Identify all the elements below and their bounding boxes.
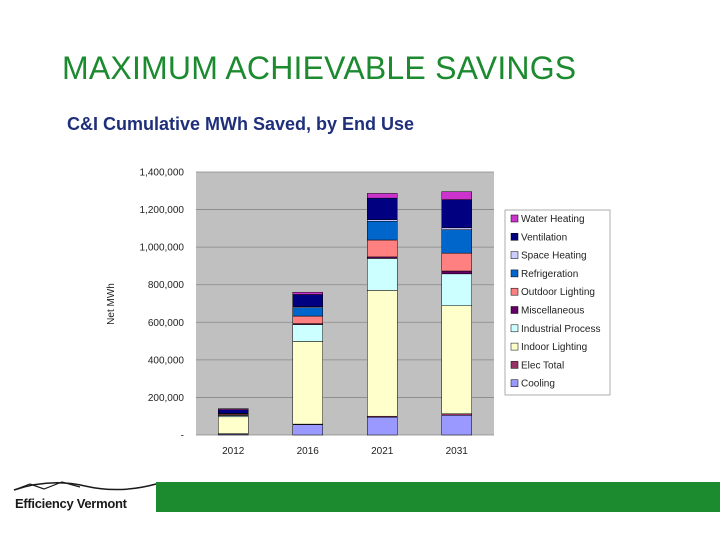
bar-segment xyxy=(441,252,472,272)
bar-segment xyxy=(367,220,398,241)
legend-label: Water Heating xyxy=(521,214,585,225)
legend-label: Ventilation xyxy=(521,232,567,243)
x-tick-label: 2012 xyxy=(222,446,245,457)
x-axis-ticks: 2012 2016 2021 2031 xyxy=(222,446,468,457)
legend-swatch xyxy=(510,214,519,223)
legend-swatch xyxy=(510,287,519,296)
legend-label: Industrial Process xyxy=(521,324,600,335)
bar-segment xyxy=(367,290,398,417)
legend-swatch xyxy=(510,342,519,351)
slide-title: MAXIMUM ACHIEVABLE SAVINGS xyxy=(62,50,577,86)
bar-segment xyxy=(441,273,472,307)
legend-label: Indoor Lighting xyxy=(521,342,587,353)
bar-segment xyxy=(218,408,249,410)
bar-segment xyxy=(441,305,472,415)
bar-segment xyxy=(292,341,323,425)
logo-text: Efficiency Vermont xyxy=(15,496,127,511)
bar-segment xyxy=(367,193,398,199)
bar-segment xyxy=(292,324,323,342)
y-tick-label: 1,200,000 xyxy=(140,205,185,216)
y-tick-label: - xyxy=(181,431,184,442)
bars xyxy=(218,191,472,436)
chart-subtitle: C&I Cumulative MWh Saved, by End Use xyxy=(67,114,415,134)
legend-swatch xyxy=(510,251,519,259)
legend-label: Outdoor Lighting xyxy=(521,287,595,298)
legend-swatch xyxy=(510,306,519,314)
y-tick-label: 1,400,000 xyxy=(140,168,185,179)
y-tick-label: 400,000 xyxy=(148,355,185,366)
y-tick-label: 800,000 xyxy=(148,280,185,291)
legend-label: Miscellaneous xyxy=(521,306,584,317)
bar-segment xyxy=(441,199,472,229)
legend-frame xyxy=(504,209,611,396)
bar-segment xyxy=(218,416,249,434)
legend-swatch xyxy=(510,324,519,333)
legend: Water Heating Ventilation Space Heating Ref… xyxy=(504,209,611,396)
legend-swatch xyxy=(510,233,519,241)
bar-segment xyxy=(441,415,472,436)
legend-label: Space Heating xyxy=(521,251,587,262)
bar-segment xyxy=(292,315,323,324)
bar-segment xyxy=(441,191,472,200)
footer-green-bar xyxy=(156,482,720,512)
y-tick-label: 1,000,000 xyxy=(140,243,185,254)
legend-label: Elec Total xyxy=(521,360,564,371)
legend-swatch xyxy=(510,269,519,278)
bar-segment xyxy=(441,270,472,275)
y-axis-label: Net MWh xyxy=(106,283,117,325)
bar-segment xyxy=(367,416,398,436)
y-axis-ticks: - 200,000 400,000 600,000 800,000 1,000,000 1,… xyxy=(140,168,185,442)
bar-segment xyxy=(292,291,323,295)
legend-label: Cooling xyxy=(521,379,555,390)
bar-segment xyxy=(441,227,472,230)
bar-segment xyxy=(292,294,323,307)
legend-swatch xyxy=(510,379,519,387)
bar-segment xyxy=(367,239,398,258)
y-tick-label: 600,000 xyxy=(148,318,185,329)
x-tick-label: 2021 xyxy=(371,446,394,457)
efficiency-vermont-logo xyxy=(13,481,157,491)
bar-segment xyxy=(292,307,323,317)
y-tick-label: 200,000 xyxy=(148,393,185,404)
bar-segment xyxy=(292,424,323,436)
x-tick-label: 2031 xyxy=(446,446,469,457)
x-tick-label: 2016 xyxy=(297,446,320,457)
bar-segment xyxy=(367,197,398,220)
legend-label: Refrigeration xyxy=(521,269,578,280)
bar-segment xyxy=(218,409,249,414)
bar-segment xyxy=(441,229,472,254)
bar-segment xyxy=(367,258,398,291)
legend-swatch xyxy=(510,361,519,369)
